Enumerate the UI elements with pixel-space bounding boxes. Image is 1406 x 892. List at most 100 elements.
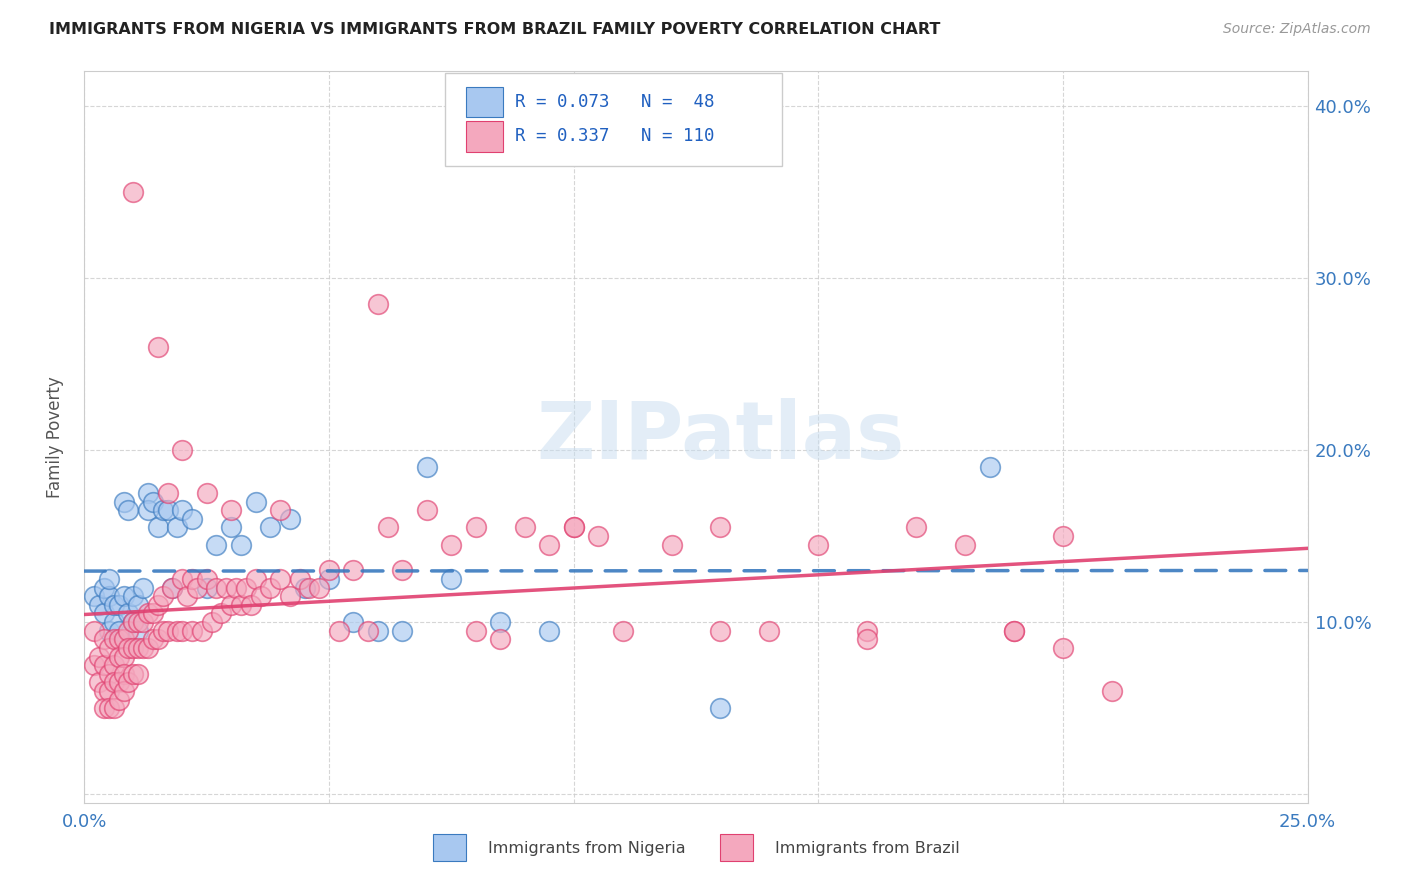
Immigrants from Nigeria [97,589,120,603]
Text: Immigrants from Nigeria: Immigrants from Nigeria [488,841,686,856]
Immigrants from Nigeria [205,538,228,552]
Immigrants from Brazil [103,701,125,715]
Immigrants from Nigeria [318,572,340,586]
Immigrants from Nigeria [440,572,463,586]
Immigrants from Nigeria [103,615,125,629]
Immigrants from Brazil [1101,684,1123,698]
Immigrants from Nigeria [219,520,242,534]
Immigrants from Brazil [195,572,218,586]
Immigrants from Brazil [83,624,105,638]
Immigrants from Brazil [661,538,683,552]
Immigrants from Brazil [152,624,174,638]
Immigrants from Brazil [562,520,585,534]
Immigrants from Brazil [97,684,120,698]
Immigrants from Brazil [103,675,125,690]
Immigrants from Brazil [107,675,129,690]
Immigrants from Brazil [132,615,155,629]
Immigrants from Brazil [172,442,194,457]
Immigrants from Brazil [172,572,194,586]
Immigrants from Nigeria [127,624,149,638]
Bar [720,833,754,862]
FancyBboxPatch shape [446,73,782,167]
Immigrants from Brazil [209,607,232,621]
Text: IMMIGRANTS FROM NIGERIA VS IMMIGRANTS FROM BRAZIL FAMILY POVERTY CORRELATION CHA: IMMIGRANTS FROM NIGERIA VS IMMIGRANTS FR… [49,22,941,37]
Immigrants from Brazil [856,632,879,647]
Y-axis label: Family Poverty: Family Poverty [45,376,63,498]
Immigrants from Brazil [464,624,486,638]
Immigrants from Brazil [166,624,188,638]
Immigrants from Brazil [97,701,120,715]
Immigrants from Brazil [87,649,110,664]
Immigrants from Brazil [127,615,149,629]
Immigrants from Nigeria [122,615,145,629]
Immigrants from Brazil [1002,624,1025,638]
Immigrants from Nigeria [245,494,267,508]
Immigrants from Nigeria [229,538,252,552]
Immigrants from Brazil [117,624,139,638]
Immigrants from Brazil [416,503,439,517]
Immigrants from Brazil [219,598,242,612]
Immigrants from Nigeria [709,701,731,715]
Immigrants from Brazil [172,624,194,638]
Immigrants from Nigeria [146,520,169,534]
Immigrants from Nigeria [538,624,561,638]
Immigrants from Brazil [87,675,110,690]
Immigrants from Nigeria [391,624,413,638]
Immigrants from Brazil [357,624,380,638]
Immigrants from Brazil [127,666,149,681]
Immigrants from Brazil [122,640,145,655]
Immigrants from Brazil [127,640,149,655]
Immigrants from Nigeria [117,607,139,621]
Immigrants from Nigeria [87,598,110,612]
Immigrants from Brazil [122,615,145,629]
Immigrants from Brazil [259,581,281,595]
Bar [433,833,465,862]
Immigrants from Brazil [195,486,218,500]
Immigrants from Brazil [562,520,585,534]
Immigrants from Nigeria [132,581,155,595]
Immigrants from Brazil [97,640,120,655]
Immigrants from Brazil [103,632,125,647]
Text: Source: ZipAtlas.com: Source: ZipAtlas.com [1223,22,1371,37]
Text: ZIPatlas: ZIPatlas [536,398,904,476]
Immigrants from Brazil [191,624,214,638]
Immigrants from Brazil [905,520,928,534]
Immigrants from Brazil [112,684,135,698]
Immigrants from Brazil [215,581,238,595]
Immigrants from Brazil [176,589,198,603]
Immigrants from Brazil [269,572,291,586]
Immigrants from Brazil [513,520,536,534]
Immigrants from Brazil [97,666,120,681]
Text: Immigrants from Brazil: Immigrants from Brazil [776,841,960,856]
Immigrants from Brazil [200,615,222,629]
Immigrants from Brazil [229,598,252,612]
Immigrants from Brazil [807,538,830,552]
Text: R = 0.337   N = 110: R = 0.337 N = 110 [515,128,714,145]
Immigrants from Brazil [117,675,139,690]
Immigrants from Brazil [136,640,159,655]
Immigrants from Brazil [367,296,389,310]
Immigrants from Brazil [162,581,184,595]
Immigrants from Nigeria [112,494,135,508]
Immigrants from Nigeria [93,607,115,621]
Immigrants from Brazil [953,538,976,552]
Immigrants from Nigeria [172,503,194,517]
Immigrants from Nigeria [103,598,125,612]
Immigrants from Brazil [298,581,321,595]
Immigrants from Nigeria [97,572,120,586]
Immigrants from Brazil [538,538,561,552]
Immigrants from Brazil [93,684,115,698]
Immigrants from Brazil [1052,640,1074,655]
Immigrants from Nigeria [127,598,149,612]
Immigrants from Brazil [156,486,179,500]
Immigrants from Brazil [586,529,609,543]
Immigrants from Brazil [117,640,139,655]
Immigrants from Brazil [107,692,129,706]
Immigrants from Brazil [122,185,145,199]
Immigrants from Nigeria [107,598,129,612]
Immigrants from Brazil [156,624,179,638]
Immigrants from Nigeria [107,624,129,638]
Immigrants from Nigeria [166,520,188,534]
Immigrants from Nigeria [259,520,281,534]
Immigrants from Brazil [249,589,271,603]
